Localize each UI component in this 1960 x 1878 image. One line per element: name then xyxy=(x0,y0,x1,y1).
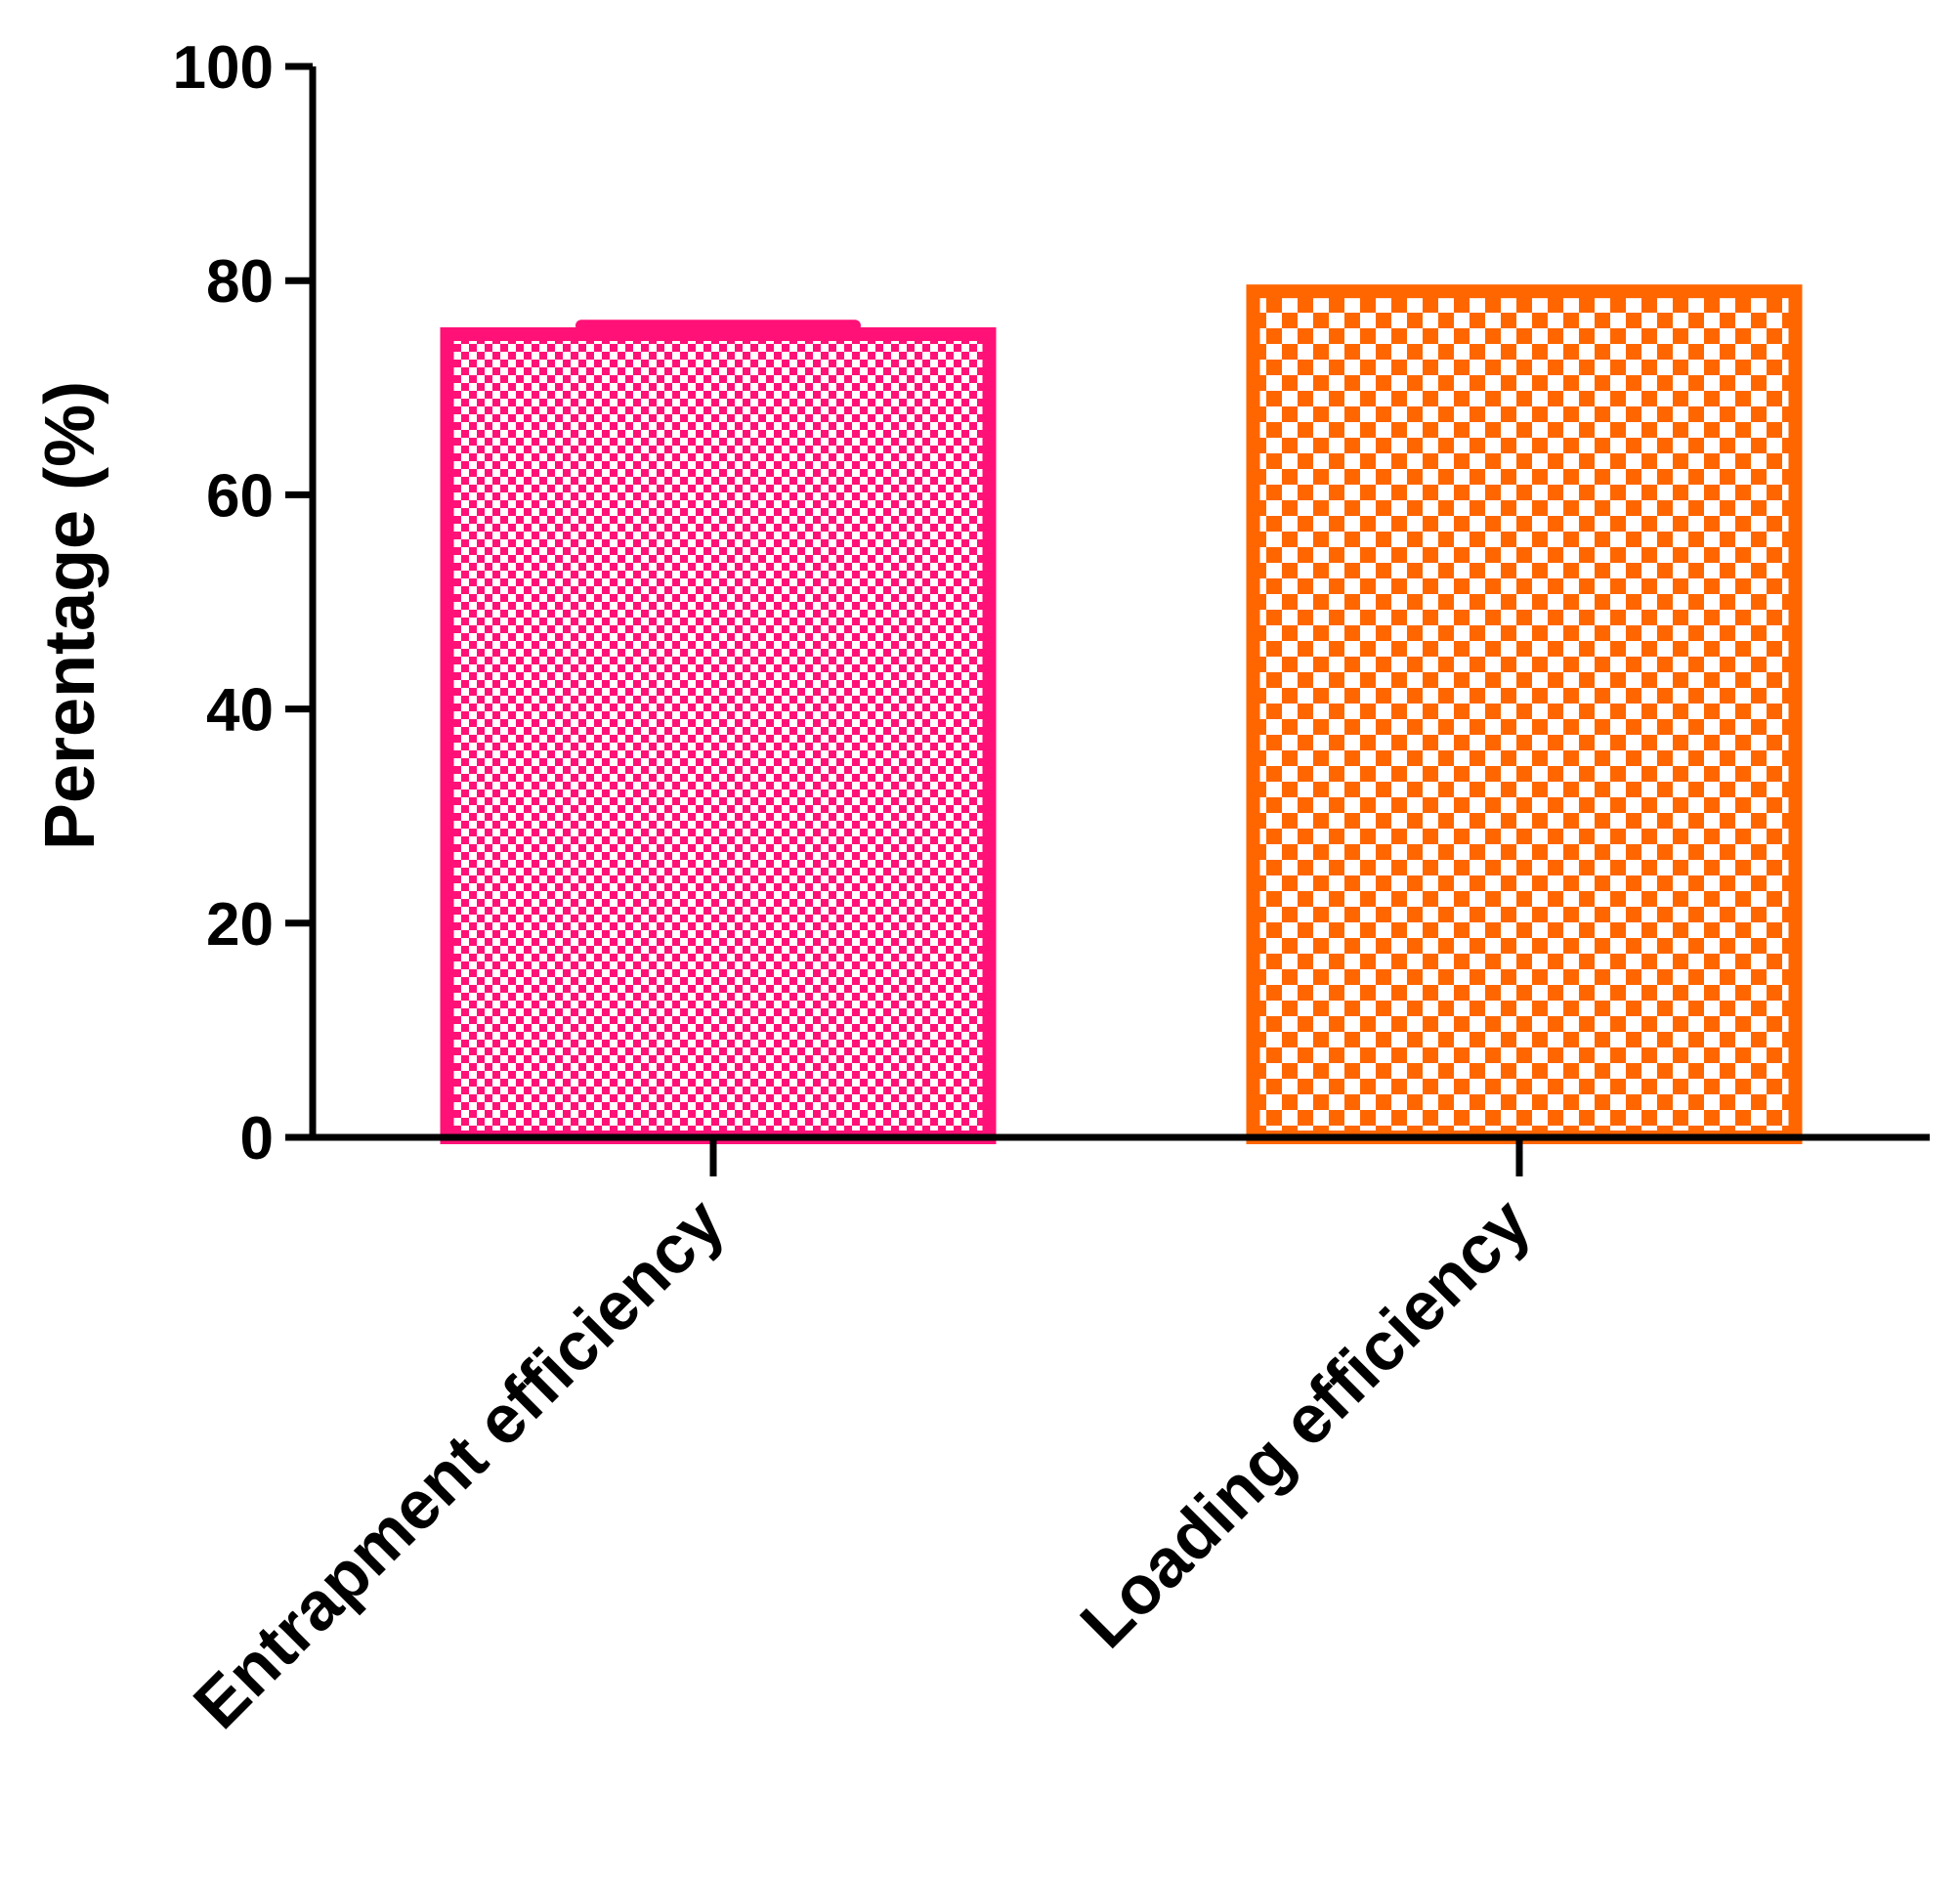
y-tick-label: 100 xyxy=(173,34,274,102)
x-category-label: Loading efficiency xyxy=(1066,1183,1545,1662)
x-category-label: Entrapment efficiency xyxy=(179,1183,738,1742)
y-tick-label: 0 xyxy=(240,1105,274,1173)
y-tick-label: 40 xyxy=(206,677,274,745)
y-tick-label: 20 xyxy=(206,891,274,959)
bar-1 xyxy=(440,327,997,1144)
y-ticks-group: 0 20 40 60 80 100 xyxy=(173,34,313,1173)
bar-2 xyxy=(1246,284,1803,1145)
x-ticks-group: Entrapment efficiency Loading efficiency xyxy=(179,1137,1545,1743)
y-tick-label: 80 xyxy=(206,248,274,316)
y-axis-title: Perentage (%) xyxy=(31,381,109,850)
bars-group xyxy=(440,284,1803,1145)
y-tick-label: 60 xyxy=(206,462,274,530)
